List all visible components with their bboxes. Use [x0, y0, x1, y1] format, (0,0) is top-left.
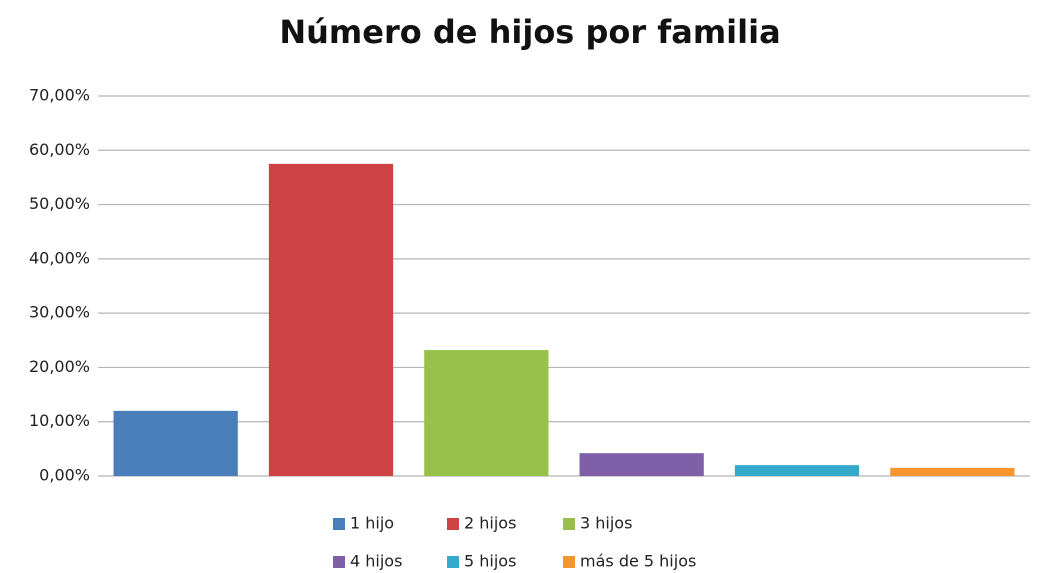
bar	[268, 163, 394, 476]
legend-label: más de 5 hijos	[580, 552, 696, 571]
legend-swatch	[563, 518, 575, 530]
bar	[113, 410, 238, 476]
bar	[579, 453, 704, 476]
y-tick-label: 20,00%	[29, 357, 90, 376]
legend-swatch	[447, 518, 459, 530]
legend-label: 4 hijos	[350, 552, 402, 571]
y-tick-label: 0,00%	[39, 466, 90, 485]
y-tick-label: 50,00%	[29, 194, 90, 213]
legend-swatch	[447, 556, 459, 568]
y-tick-label: 30,00%	[29, 303, 90, 322]
bar	[734, 465, 860, 476]
y-tick-label: 40,00%	[29, 248, 90, 267]
y-tick-label: 10,00%	[29, 411, 90, 430]
legend-label: 5 hijos	[464, 552, 516, 571]
legend-swatch	[333, 518, 345, 530]
chart-title: Número de hijos por familia	[279, 13, 780, 51]
bar	[424, 350, 549, 476]
legend-label: 3 hijos	[580, 514, 632, 533]
y-tick-label: 70,00%	[29, 86, 90, 105]
legend-label: 1 hijo	[350, 514, 394, 533]
y-tick-label: 60,00%	[29, 140, 90, 159]
legend-swatch	[563, 556, 575, 568]
legend-label: 2 hijos	[464, 514, 516, 533]
legend-swatch	[333, 556, 345, 568]
bar	[890, 467, 1015, 476]
